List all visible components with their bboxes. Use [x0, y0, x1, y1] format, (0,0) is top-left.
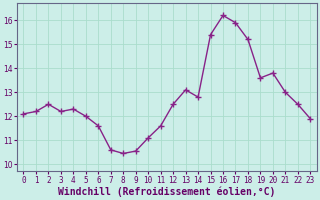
X-axis label: Windchill (Refroidissement éolien,°C): Windchill (Refroidissement éolien,°C) [58, 186, 276, 197]
